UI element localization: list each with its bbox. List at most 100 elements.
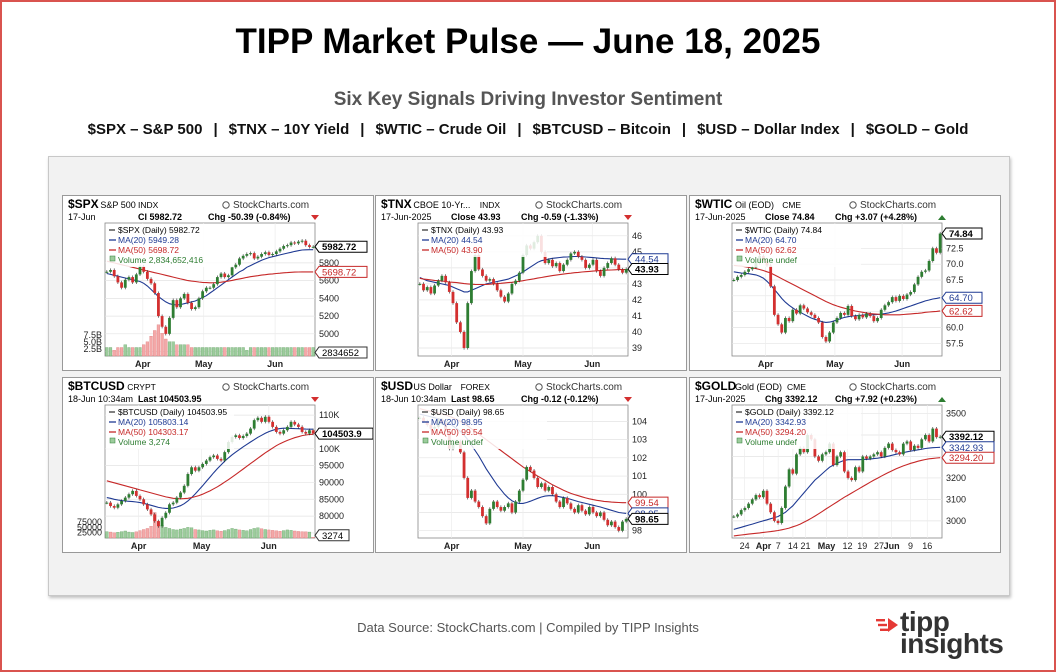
volume-bar	[134, 531, 138, 539]
y-tick-label: 41	[632, 311, 642, 321]
candle-body	[791, 309, 795, 322]
value-tag-label: 5698.72	[322, 267, 356, 278]
candle-body	[817, 318, 820, 323]
volume-bar	[271, 347, 275, 357]
candle-body	[105, 271, 109, 273]
candle-body	[927, 435, 931, 442]
legend-entry: $WTIC (Daily) 74.84	[745, 225, 822, 235]
legend-separator: |	[517, 121, 522, 138]
value-tag	[314, 240, 368, 253]
candle-body	[602, 267, 606, 276]
y-tick-label: 85000	[319, 494, 344, 504]
volume-bar	[293, 530, 297, 539]
candle-body	[909, 292, 913, 295]
candle-body	[425, 287, 429, 291]
volume-bar	[160, 333, 164, 357]
candle-body	[820, 322, 824, 337]
candle-body	[617, 527, 621, 531]
candle-body	[517, 272, 521, 281]
volume-bar	[116, 532, 120, 539]
legend-separator: |	[360, 121, 365, 138]
candle-body	[120, 500, 123, 505]
candle-body	[517, 490, 521, 502]
legend-entry: MA(50) 99.54	[431, 427, 483, 437]
candle-body	[182, 293, 186, 299]
candle-body	[138, 495, 142, 500]
chart-spx: $SPX S&P 500 INDX StockCharts.com 17-Jun Cl 5…	[62, 195, 374, 371]
stockcharts-logo-icon	[849, 383, 857, 391]
candle-body	[127, 494, 131, 498]
candle-body	[429, 287, 433, 294]
legend-entry: Volume 2,834,652,416	[118, 255, 203, 265]
volume-bar	[171, 529, 175, 539]
candle-body	[238, 258, 241, 265]
candle-body	[164, 326, 168, 334]
candle-body	[311, 246, 315, 248]
ma20-line	[106, 249, 314, 306]
candle-body	[278, 248, 282, 252]
volume-bar	[304, 347, 308, 357]
candle-body	[201, 463, 205, 468]
chart-spx-svg: $SPX S&P 500 INDX StockCharts.com 17-Jun Cl 5…	[68, 197, 368, 369]
chart-source: StockCharts.com	[233, 382, 309, 393]
candle-body	[791, 469, 795, 474]
x-tick-label: Apr	[131, 541, 147, 551]
candle-body	[584, 510, 588, 515]
volume-bar	[212, 347, 216, 357]
candle-body	[234, 435, 238, 437]
candle-body	[784, 486, 787, 508]
candle-body	[824, 337, 828, 342]
candle-body	[267, 416, 271, 422]
x-tick-label: 19	[857, 541, 867, 551]
candle-body	[256, 256, 260, 259]
chart-direction-down-icon	[311, 215, 319, 220]
candle-body	[521, 479, 525, 491]
candle-body	[208, 457, 212, 461]
candle-body	[743, 507, 747, 511]
y-tick-label: 57.5	[946, 338, 964, 348]
candle-body	[481, 507, 484, 517]
y-tick-label: 42	[632, 295, 642, 305]
candle-body	[795, 454, 798, 474]
candle-body	[418, 283, 422, 285]
ma50-line	[419, 268, 627, 286]
candle-body	[157, 293, 160, 317]
candle-body	[901, 295, 905, 299]
candle-body	[311, 430, 315, 434]
candle-body	[776, 314, 780, 325]
candle-body	[201, 291, 205, 299]
volume-bar	[289, 347, 293, 357]
volume-bar	[285, 529, 289, 539]
legend-item-gold: $GOLD – Gold	[865, 121, 969, 138]
volume-bar	[142, 529, 146, 539]
value-tag	[941, 291, 983, 304]
volume-bar	[219, 347, 223, 357]
candle-body	[503, 507, 506, 511]
legend-entry: MA(20) 44.54	[431, 235, 483, 245]
legend-item-tnx: $TNX – 10Y Yield	[228, 121, 350, 138]
chart-symbol: $BTCUSD	[68, 379, 125, 393]
candle-body	[624, 518, 628, 522]
chart-exchange: CME	[782, 200, 801, 210]
candle-body	[573, 508, 576, 513]
candle-body	[300, 240, 304, 242]
candle-body	[182, 485, 186, 493]
candle-body	[282, 430, 286, 434]
candle-body	[769, 503, 773, 513]
volume-bar	[149, 336, 153, 357]
legend-item-usd: $USD – Dollar Index	[697, 121, 840, 138]
x-tick-label: Apr	[758, 359, 774, 369]
volume-bar	[245, 530, 249, 539]
candle-body	[739, 274, 743, 277]
volume-bar	[149, 526, 153, 539]
legend-entry: $GOLD (Daily) 3392.12	[745, 407, 834, 417]
candle-body	[817, 456, 820, 461]
candle-body	[576, 505, 580, 513]
candle-body	[238, 435, 241, 438]
candle-body	[565, 497, 569, 504]
candle-body	[565, 259, 569, 265]
candle-body	[861, 456, 865, 472]
candle-body	[883, 305, 887, 310]
x-tick-label: 24	[740, 541, 750, 551]
candle-body	[850, 477, 854, 481]
